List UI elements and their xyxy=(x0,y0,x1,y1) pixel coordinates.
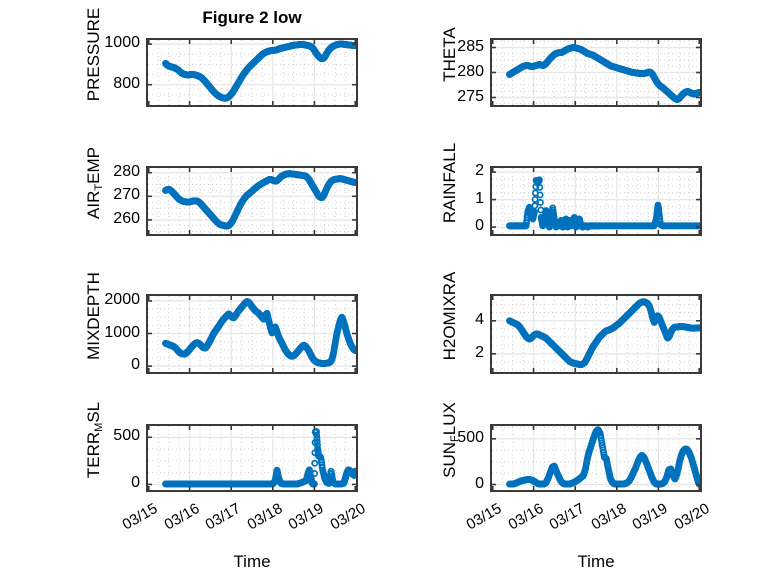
ytick-label-theta-0: 275 xyxy=(457,87,484,105)
ytick-label-mixdepth-1: 1000 xyxy=(104,323,140,341)
xtick-label-right-4: 03/19 xyxy=(629,500,671,534)
plot-panel-terr_msl xyxy=(146,424,358,492)
ytick-label-air_temp-0: 260 xyxy=(113,209,140,227)
yaxis-label-rainfall: RAINFALL xyxy=(440,142,459,224)
ytick-label-mixdepth-2: 2000 xyxy=(104,290,140,308)
ytick-label-air_temp-1: 270 xyxy=(113,186,140,204)
xtick-label-left-4: 03/19 xyxy=(285,500,327,534)
ytick-label-terr_msl-1: 500 xyxy=(113,427,140,445)
ytick-label-mixdepth-0: 0 xyxy=(131,356,140,374)
xtick-label-left-5: 03/20 xyxy=(327,500,369,534)
ytick-label-pressure-1: 1000 xyxy=(104,34,140,52)
ytick-label-rainfall-1: 1 xyxy=(475,189,484,207)
yaxis-label-terr_msl: TERRMSL xyxy=(84,401,105,479)
yaxis-label-mixdepth: MIXDEPTH xyxy=(84,272,103,360)
ytick-label-theta-1: 280 xyxy=(457,62,484,80)
xtick-label-right-5: 03/20 xyxy=(671,500,713,534)
yaxis-label-air_temp: AIRTEMP xyxy=(84,147,105,219)
plot-panel-rainfall xyxy=(490,166,702,236)
ytick-label-terr_msl-0: 0 xyxy=(131,474,140,492)
plot-panel-sun_flux xyxy=(490,424,702,492)
plot-panel-pressure xyxy=(146,38,358,107)
plot-panel-air_temp xyxy=(146,166,358,236)
ytick-label-sun_flux-1: 500 xyxy=(457,428,484,446)
xtick-label-left-0: 03/15 xyxy=(119,500,161,534)
ytick-label-theta-2: 285 xyxy=(457,37,484,55)
xtick-label-right-2: 03/17 xyxy=(546,500,588,534)
ytick-label-h2omixra-1: 4 xyxy=(475,310,484,328)
yaxis-label-sun_flux: SUNFLUX xyxy=(440,402,461,478)
plot-panel-mixdepth xyxy=(146,294,358,374)
plot-panel-h2omixra xyxy=(490,294,702,374)
ytick-label-rainfall-0: 0 xyxy=(475,217,484,235)
plot-panel-theta xyxy=(490,38,702,107)
yaxis-label-theta: THETA xyxy=(440,27,459,82)
ytick-label-h2omixra-0: 2 xyxy=(475,343,484,361)
yaxis-label-pressure: PRESSURE xyxy=(84,7,103,102)
ytick-label-air_temp-2: 280 xyxy=(113,162,140,180)
xtick-label-left-2: 03/17 xyxy=(202,500,244,534)
yaxis-label-h2omixra: H2OMIXRA xyxy=(440,271,459,361)
xaxis-label-right: Time xyxy=(577,552,615,571)
figure-title: Figure 2 low xyxy=(202,8,302,27)
xaxis-label-left: Time xyxy=(233,552,271,571)
ytick-label-sun_flux-0: 0 xyxy=(475,474,484,492)
xtick-label-right-0: 03/15 xyxy=(463,500,505,534)
ytick-label-rainfall-2: 2 xyxy=(475,162,484,180)
ytick-label-pressure-0: 800 xyxy=(113,74,140,92)
